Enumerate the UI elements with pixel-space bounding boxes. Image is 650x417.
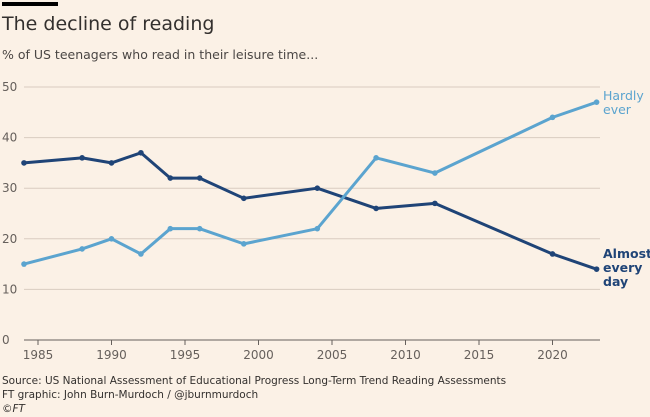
data-point-hardly-ever [432,170,438,176]
x-tick-label: 2005 [317,348,348,362]
y-tick-label: 0 [2,333,10,347]
data-point-almost-every-day [138,149,144,156]
data-point-hardly-ever [21,261,27,267]
data-point-almost-every-day [79,155,85,161]
data-point-almost-every-day [549,251,556,257]
chart-title: The decline of reading [2,13,215,35]
series-label-almost-every-day: every [603,260,642,275]
data-point-almost-every-day [21,160,27,166]
data-point-hardly-ever [314,225,321,232]
y-axis-ticks: 0 10 20 30 40 50 [2,80,17,347]
y-tick-label: 20 [2,232,17,246]
series-lines [21,99,600,272]
data-point-hardly-ever [593,99,600,105]
data-point-hardly-ever [373,155,379,161]
data-point-almost-every-day [167,175,174,181]
data-point-almost-every-day [432,200,438,207]
data-point-hardly-ever [79,246,85,252]
series-line-almost-every-day [23,151,598,271]
data-point-almost-every-day [108,160,115,166]
x-tick-label: 2020 [537,348,568,362]
y-tick-label: 10 [2,282,17,296]
copyright-note: ©FT [2,403,25,415]
data-point-hardly-ever [108,236,115,242]
y-tick-label: 30 [2,181,17,195]
data-point-almost-every-day [373,205,379,212]
series-label-almost-every-day: Almost [603,246,650,261]
series-label-hardly-ever: Hardly [603,88,644,103]
x-tick-label: 1990 [96,348,127,362]
data-point-almost-every-day [593,266,600,272]
credit-note: FT graphic: John Burn-Murdoch / @jburnmu… [2,389,259,401]
data-point-hardly-ever [167,225,174,232]
y-tick-label: 50 [2,80,17,94]
data-point-almost-every-day [314,185,321,191]
y-tick-label: 40 [2,131,17,145]
data-point-hardly-ever [138,251,144,257]
x-axis: 1985 1990 1995 2000 2005 2010 2015 2020 [23,339,600,362]
x-tick-label: 2000 [243,348,274,362]
data-point-hardly-ever [241,241,247,247]
ft-top-rule [2,2,58,6]
series-label-almost-every-day: day [603,274,628,289]
source-note: Source: US National Assessment of Educat… [2,375,507,387]
data-point-hardly-ever [549,114,556,121]
data-point-hardly-ever [196,225,203,232]
x-tick-label: 1995 [170,348,201,362]
data-point-almost-every-day [241,195,247,202]
x-tick-label: 1985 [23,348,54,362]
chart-footer: Source: US National Assessment of Educat… [2,374,506,416]
x-tick-label: 2015 [464,348,495,362]
series-label-hardly-ever: ever [603,102,632,117]
x-tick-label: 2010 [390,348,421,362]
chart-subtitle: % of US teenagers who read in their leis… [2,47,319,62]
series-line-hardly-ever [23,100,598,266]
data-point-almost-every-day [196,175,203,181]
